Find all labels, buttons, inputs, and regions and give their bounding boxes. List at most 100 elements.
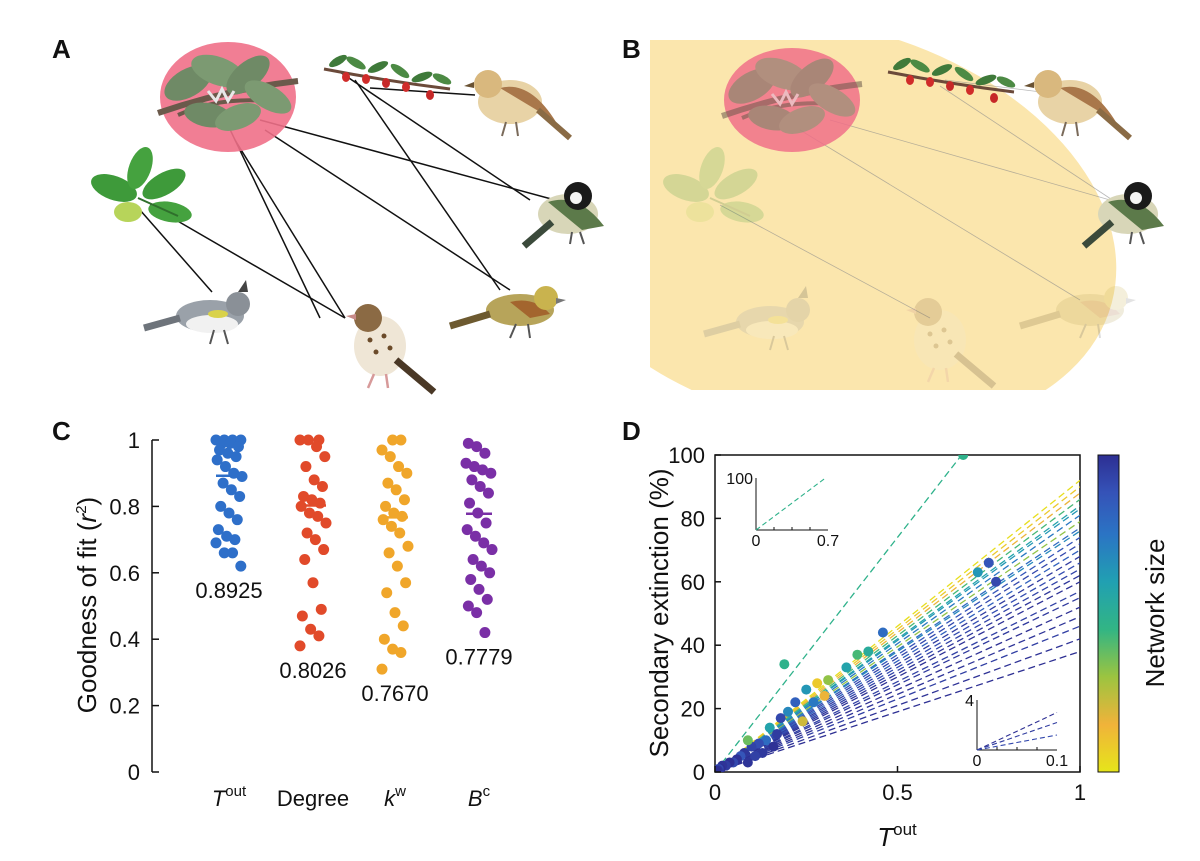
c-point [307, 577, 319, 589]
c-point [401, 467, 413, 479]
c-mean-label: 0.7779 [445, 645, 512, 670]
c-point [465, 573, 477, 585]
inset-top-x-tick-label: 0.7 [817, 533, 839, 550]
inset-top-line [755, 477, 826, 531]
c-point [314, 497, 326, 509]
c-point [381, 587, 393, 599]
warbler-icon [144, 280, 250, 344]
c-point [462, 437, 474, 449]
d-point [983, 557, 994, 568]
d-point [863, 646, 874, 657]
c-point [464, 497, 476, 509]
c-points [210, 434, 498, 675]
d-fit-line [715, 514, 1080, 772]
c-point [313, 630, 325, 642]
d-point [801, 684, 812, 695]
c-point [302, 434, 314, 446]
d-point [783, 706, 793, 717]
d-point [812, 678, 823, 689]
d-fit-line [715, 590, 1080, 772]
panel-d-label: D [622, 416, 641, 446]
d-x-tick-label: 0.5 [882, 780, 913, 805]
d-y-tick-label: 0 [693, 760, 705, 785]
inset-bottom-line [976, 721, 1058, 751]
d-y-tick-label: 20 [681, 697, 705, 722]
c-point [387, 434, 399, 446]
c-point [301, 527, 313, 539]
c-point [388, 507, 400, 519]
d-fit-line [715, 498, 1080, 772]
c-y-axis: 0 0.2 0.4 0.6 0.8 1 [109, 428, 159, 785]
d-point [750, 751, 761, 762]
panel-a: A [52, 34, 604, 392]
d-fit-line [715, 650, 1080, 772]
d-point [775, 713, 786, 724]
d-point [764, 722, 775, 733]
c-point [221, 530, 233, 542]
c-point [471, 441, 483, 453]
d-fit-line [715, 521, 1080, 772]
c-category-label: Bc [468, 783, 491, 811]
c-point [298, 490, 310, 502]
c-point [475, 560, 487, 572]
thrush-icon [346, 304, 434, 392]
c-point [308, 474, 320, 486]
d-fit-line [715, 581, 1080, 772]
c-point [398, 494, 410, 506]
d-y-tick-label: 40 [681, 633, 705, 658]
d-fit-line [715, 574, 1080, 772]
berry-branch-icon [322, 51, 455, 102]
c-point [478, 537, 490, 549]
d-y-tick-label: 80 [681, 506, 705, 531]
c-point [232, 441, 244, 453]
c-point [481, 593, 493, 605]
c-point [305, 623, 317, 635]
c-point [231, 514, 243, 526]
d-point [779, 659, 790, 670]
c-point [468, 461, 480, 473]
c-point [212, 524, 224, 536]
c-y-tick-label: 0.4 [109, 627, 140, 652]
c-point [306, 494, 318, 506]
extinction-area [650, 40, 1117, 390]
c-point [311, 441, 323, 453]
c-category-label: kw [384, 783, 406, 811]
d-point [742, 735, 753, 746]
c-point [482, 487, 494, 499]
d-point [991, 576, 1002, 587]
c-point [309, 534, 321, 546]
c-point [390, 484, 402, 496]
c-point [461, 524, 473, 536]
c-point [400, 577, 412, 589]
d-point [819, 690, 830, 701]
d-point [841, 662, 852, 673]
inset-bottom-y-tick-label: 4 [965, 693, 974, 710]
c-point [227, 547, 239, 559]
inset-bottom-x-tick-label: 0 [973, 753, 982, 770]
c-point [402, 540, 414, 552]
d-fit-line [715, 527, 1080, 772]
d-point [823, 675, 834, 686]
d-point [715, 766, 722, 772]
c-point [223, 507, 235, 519]
c-point [479, 627, 491, 639]
c-category-labels: Tout Degree kw Bc [212, 783, 491, 811]
panel-a-label: A [52, 34, 71, 64]
c-y-tick-label: 0.6 [109, 561, 140, 586]
c-point [294, 640, 306, 652]
c-category-label: Tout [212, 783, 247, 811]
c-point [395, 646, 407, 658]
c-point [462, 600, 474, 612]
c-point [486, 544, 498, 556]
c-point [214, 444, 226, 456]
c-ylabel: Goodness of fit (r2) [72, 497, 102, 713]
d-fit-line [715, 508, 1080, 772]
c-point [466, 474, 478, 486]
c-point [389, 607, 401, 619]
c-point [471, 607, 483, 619]
d-fit-line [715, 455, 963, 772]
inset-top-x-tick-label: 0 [752, 533, 761, 550]
c-point [320, 517, 332, 529]
d-points [715, 455, 1002, 772]
